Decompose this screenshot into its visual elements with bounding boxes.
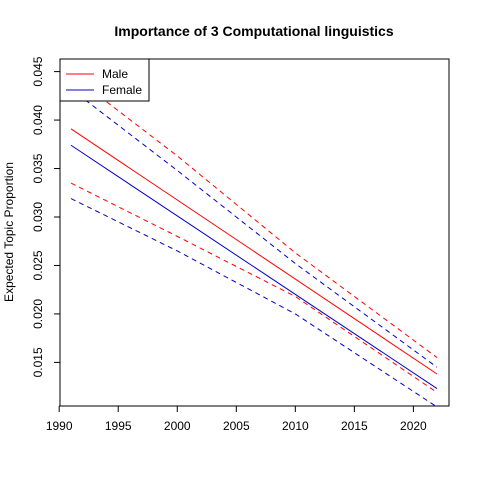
y-axis-label: Expected Topic Proportion (2, 162, 16, 302)
y-tick-label: 0.035 (31, 153, 45, 183)
x-tick-label: 2015 (341, 419, 368, 433)
y-tick-label: 0.015 (31, 347, 45, 377)
y-tick-label: 0.045 (31, 56, 45, 86)
series-line-female-dashed-4 (70, 88, 438, 368)
x-tick-label: 2000 (164, 419, 191, 433)
series-line-male-solid-0 (70, 128, 438, 375)
series-line-female-solid-3 (70, 144, 438, 389)
x-tick-label: 1990 (46, 419, 73, 433)
x-tick-label: 2005 (223, 419, 250, 433)
series-line-male-dashed-1 (70, 74, 438, 358)
x-axis: 1990 1995 2000 2005 2010 2015 2020 (46, 405, 427, 433)
y-tick-label: 0.040 (31, 105, 45, 135)
legend: Male Female (59, 58, 150, 102)
series-line-male-dashed-2 (70, 182, 438, 393)
y-tick-label: 0.025 (31, 250, 45, 280)
legend-box (59, 58, 150, 102)
x-tick-label: 1995 (105, 419, 132, 433)
legend-label-female: Female (102, 83, 142, 97)
chart-title: Importance of 3 Computational linguistic… (114, 23, 393, 39)
x-tick-label: 2010 (282, 419, 309, 433)
y-tick-label: 0.020 (31, 299, 45, 329)
plot-frame (59, 58, 450, 407)
series-line-female-dashed-5 (70, 198, 438, 408)
legend-label-male: Male (102, 67, 128, 81)
y-tick-label: 0.030 (31, 202, 45, 232)
x-tick-label: 2020 (400, 419, 427, 433)
series-layer (70, 74, 438, 408)
y-axis: 0.015 0.020 0.025 0.030 0.035 0.040 0.045 (31, 56, 60, 377)
